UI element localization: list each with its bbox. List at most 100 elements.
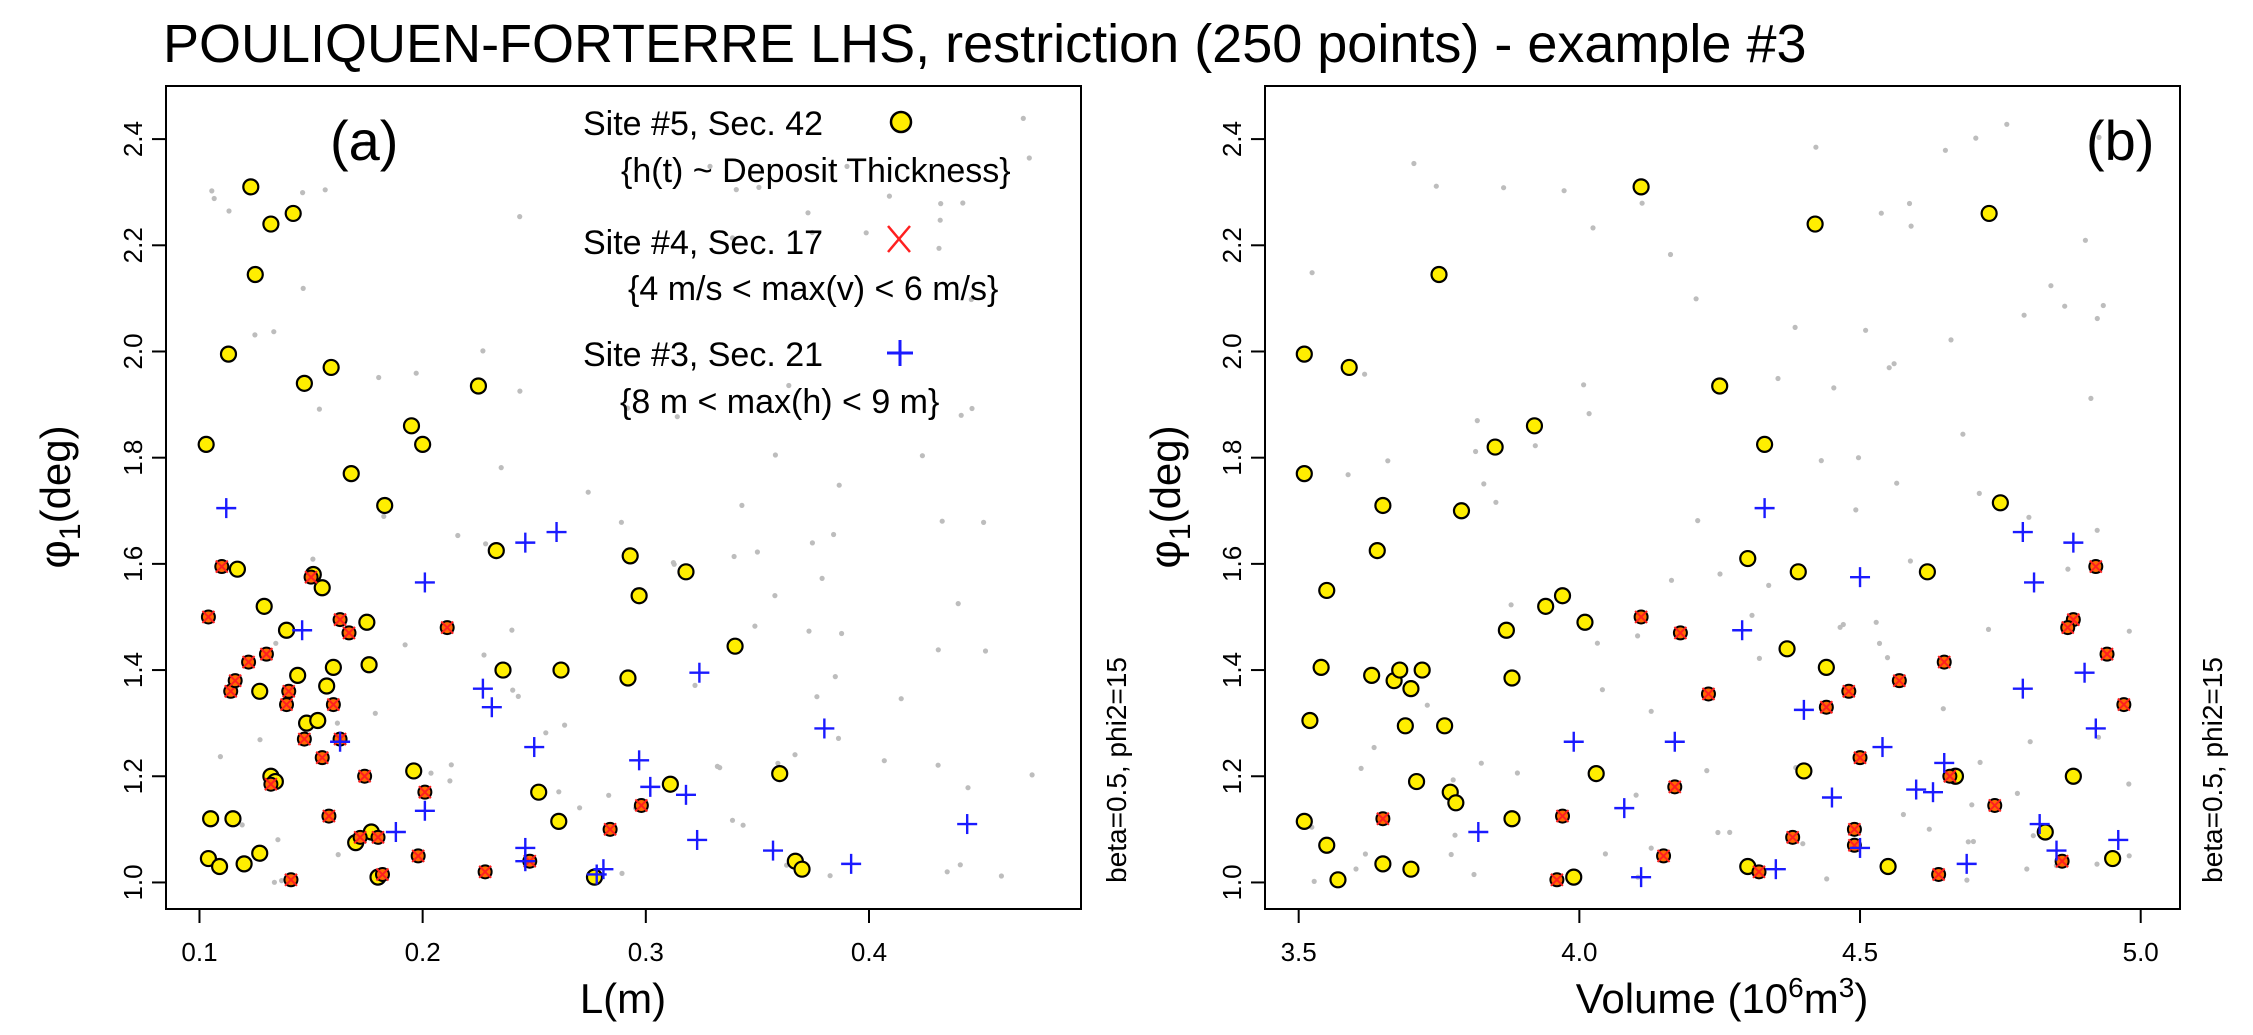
site5-point [1789,563,1807,581]
legend-site4-label: Site #4, Sec. 17 [583,224,823,262]
background-sample-point [1026,155,1032,161]
site4-point [200,609,216,625]
site5-point [494,661,512,679]
background-sample-point [819,575,825,582]
x-tick-label: 3.5 [1281,937,1317,967]
site5-point [1980,204,1998,223]
panel-a-label: (a) [330,109,398,172]
background-sample-point [1873,619,1879,625]
background-sample-point [1886,365,1892,371]
site3-point [2029,814,2050,835]
background-sample-point [1985,626,1992,633]
site5-point [530,783,548,801]
background-sample-point [969,405,975,412]
background-sample-point [792,752,798,758]
background-sample-point [1695,518,1701,524]
site5-point [242,178,260,196]
site5-point [1452,502,1471,520]
background-sample-point [2024,866,2030,872]
site5-point [1711,377,1729,395]
background-sample-point [1371,744,1377,751]
background-sample-point [2100,302,2106,309]
site4-point [374,866,390,882]
site5-point [1430,265,1448,284]
background-sample-point [836,482,842,488]
site4-point [352,829,368,845]
background-sample-point [300,190,306,196]
y-tick-label: 1.2 [118,758,148,794]
background-sample-point [944,869,950,875]
site5-point [1329,871,1347,889]
y-tick-label: 1.8 [1217,440,1247,476]
site3-point [1732,620,1753,641]
site3-point [330,731,351,752]
background-sample-point [2026,514,2032,520]
site4-point [296,731,312,747]
site5-point [771,765,789,783]
background-sample-point [809,229,815,236]
background-sample-point [2014,790,2020,797]
background-sample-point [481,652,487,658]
site3-point [481,697,502,718]
background-sample-point [982,648,989,654]
site5-point [251,844,269,862]
site5-point [677,563,695,581]
background-sample-point [1581,382,1587,388]
background-sample-point [806,628,812,634]
background-sample-point [1900,811,1906,818]
background-sample-point [731,553,737,560]
background-sample-point [835,735,842,742]
site3-point [515,851,536,872]
background-sample-point [1749,612,1755,618]
site5-point [469,377,488,395]
site5-point [360,656,378,674]
site3-point [1563,731,1584,752]
background-sample-point [271,329,277,335]
site4-point [477,864,493,880]
site3-point [2085,718,2106,739]
site5-point [284,204,302,223]
site3-point [1956,853,1977,874]
y-tick-label: 1.6 [118,546,148,582]
site3-point [2024,572,2045,593]
site4-point [2054,853,2070,869]
background-sample-point [1667,251,1674,258]
background-sample-point [1800,841,1806,847]
site4-point [1846,821,1862,837]
site5-point [324,658,342,677]
site4-point [602,821,618,837]
background-sample-point [786,382,792,389]
site5-point [210,857,229,876]
x-tick-label: 4.0 [1561,937,1597,967]
background-sample-point [1964,877,1970,883]
site4-point [1549,872,1565,888]
x-tick-label: 0.4 [851,937,887,967]
site3-point [629,750,650,771]
background-sample-point [1824,876,1830,882]
background-sample-point [376,374,382,381]
site3-point [2012,522,2033,543]
panel-b: 3.5 4.0 4.5 5.0 1.0 1.2 1.4 1.6 1.8 2.0 2.2 2.4 (b)… [1141,85,2228,1022]
site4-point [1667,779,1683,795]
background-sample-point [1029,772,1035,778]
background-sample-point [1715,829,1721,836]
background-sample-point [1969,802,1975,808]
background-sample-point [2021,312,2027,318]
legend-site3-condition: {8 m < max(h) < 9 m} [620,383,939,421]
site5-point [1991,494,2009,512]
site5-point [313,579,331,597]
background-sample-point [1478,760,1484,766]
background-sample-point [955,601,961,607]
background-sample-point [740,822,746,828]
background-sample-point [1508,602,1514,608]
site4-point [1375,811,1391,827]
background-sample-point [881,758,887,764]
background-sample-point [1411,160,1417,167]
site5-point [289,666,307,684]
background-sample-point [1020,115,1026,121]
site3-point [763,840,784,861]
background-sample-point [2062,303,2068,309]
site3-point [2012,678,2033,699]
site5-point [255,597,273,615]
background-sample-point [1878,210,1884,216]
